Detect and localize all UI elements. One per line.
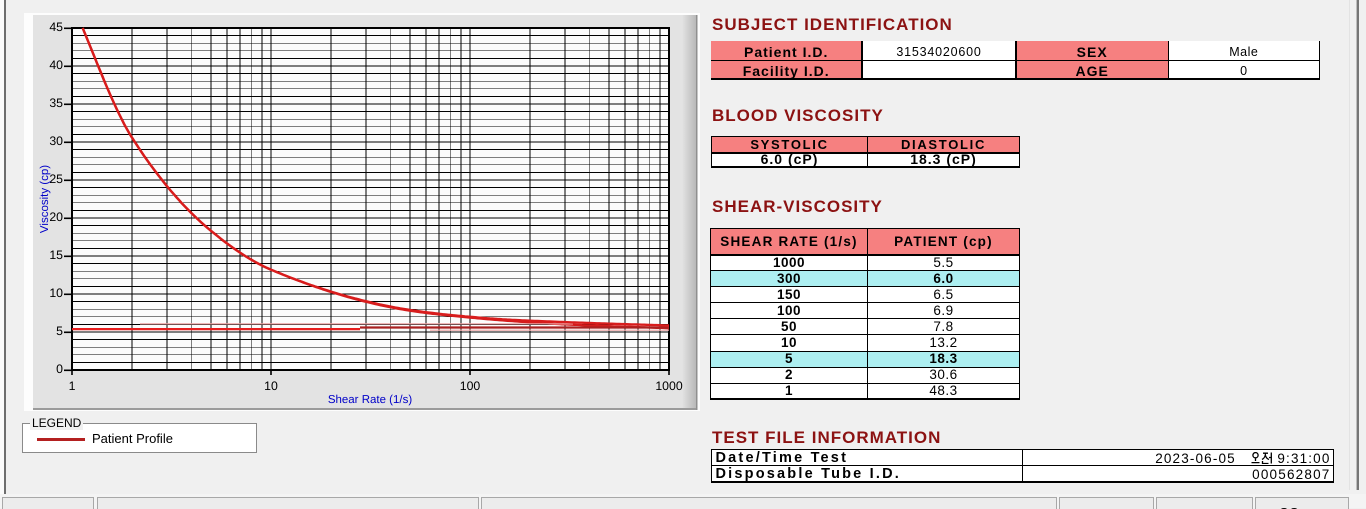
svg-text:10: 10	[264, 379, 278, 393]
svg-text:20: 20	[49, 210, 63, 224]
svg-text:5: 5	[56, 324, 63, 338]
svg-text:100: 100	[460, 379, 481, 393]
svg-text:0: 0	[56, 362, 63, 376]
svg-text:Viscosity (cp): Viscosity (cp)	[39, 165, 51, 233]
svg-text:30: 30	[49, 134, 63, 148]
svg-text:35: 35	[49, 96, 63, 110]
svg-text:1: 1	[69, 379, 76, 393]
svg-text:40: 40	[49, 58, 63, 72]
svg-text:Shear Rate (1/s): Shear Rate (1/s)	[328, 394, 413, 406]
svg-text:10: 10	[49, 286, 63, 300]
svg-text:1000: 1000	[655, 379, 683, 393]
svg-text:15: 15	[49, 248, 63, 262]
svg-text:45: 45	[49, 20, 63, 34]
svg-text:25: 25	[49, 172, 63, 186]
